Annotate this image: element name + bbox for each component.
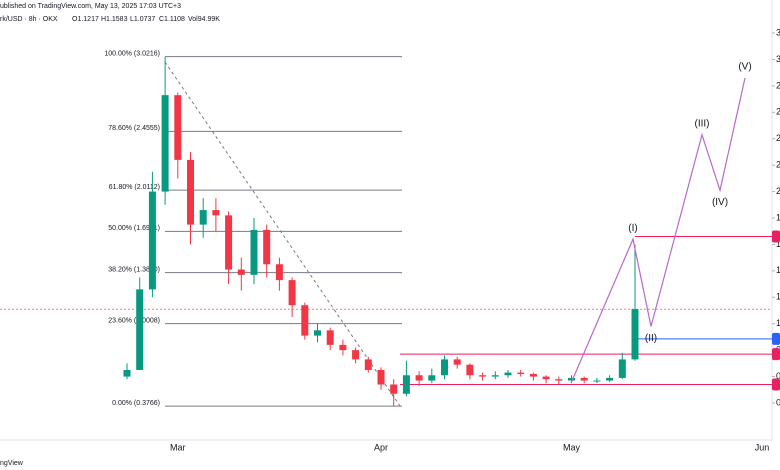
candle-body: [187, 159, 194, 225]
candle-body: [174, 95, 182, 160]
candle-body: [402, 375, 410, 394]
candle-body: [314, 330, 321, 336]
candle-body: [136, 289, 144, 370]
candle-body: [593, 380, 601, 382]
candle-body: [199, 210, 207, 225]
volume: Vol94.99K: [188, 16, 220, 23]
x-tick-label: May: [563, 442, 581, 452]
price-line-tag: [772, 378, 780, 391]
open-value: O1.1217: [72, 16, 99, 23]
candle-body: [568, 377, 575, 381]
candle-body: [225, 215, 233, 270]
y-tick-label: 2: [776, 186, 780, 196]
candle-body: [390, 384, 398, 394]
fib-label: 0.00% (0.3766): [112, 400, 160, 407]
y-tick-label: 1.6: [776, 239, 780, 249]
price-line-tag: [772, 230, 780, 243]
wave-path: [570, 77, 746, 384]
candle-body: [453, 359, 461, 365]
candle-body: [123, 369, 131, 377]
fib-label: 50.00% (1.6991): [108, 225, 160, 232]
y-tick-label: 2.4: [776, 133, 780, 143]
candle-body: [237, 269, 245, 275]
candle-body: [504, 372, 512, 376]
candle-body: [441, 359, 448, 376]
candle-body: [618, 359, 626, 378]
candle-body: [542, 376, 550, 380]
fib-label: 61.80% (2.0112): [109, 184, 160, 191]
y-tick-label: 2.2: [776, 160, 780, 170]
fib-label: 23.60% (1.0008): [108, 317, 160, 324]
wave-label: (IV): [712, 197, 728, 208]
x-tick-label: Jun: [755, 442, 770, 452]
candle-body: [339, 344, 347, 351]
wave-label: (I): [628, 223, 637, 234]
y-tick-label: 1.2: [776, 292, 780, 302]
x-tick-label: Apr: [374, 442, 388, 452]
candle-body: [326, 330, 334, 345]
candle-body: [263, 229, 271, 265]
fib-label: 78.60% (2.4555): [108, 125, 160, 132]
close-value: C1.1108: [159, 16, 185, 23]
y-tick-label: 1.4: [776, 265, 780, 275]
candle-body: [377, 369, 385, 385]
candle-body: [428, 375, 436, 381]
wave-label: (V): [738, 62, 751, 73]
wave-label: (II): [645, 333, 657, 344]
high-value: H1.1583: [101, 16, 128, 23]
footer-logo: ngView: [0, 460, 24, 467]
candle-body: [148, 191, 156, 290]
price-line-tag: [772, 332, 780, 345]
y-tick-label: 3: [776, 54, 780, 64]
candle-body: [212, 210, 220, 216]
y-tick-label: 1.8: [776, 212, 780, 222]
x-tick-label: Mar: [170, 442, 186, 452]
y-tick-label: 0.6: [776, 371, 780, 381]
candle-body: [466, 364, 474, 376]
candle-body: [517, 372, 525, 374]
candle-body: [479, 375, 487, 377]
symbol-row: rk/USD · 8h · OKX O1.1217 H1.1583 L1.073…: [0, 16, 220, 23]
fib-label: 100.00% (3.0216): [104, 50, 160, 57]
candle-body: [555, 379, 563, 381]
candle-body: [580, 377, 588, 381]
symbol: rk/USD · 8h · OKX: [0, 16, 58, 23]
wave-label: (III): [695, 118, 710, 129]
candle-body: [606, 377, 614, 381]
candle-body: [364, 359, 372, 370]
candle-body: [415, 375, 423, 381]
candle-body: [352, 350, 360, 360]
low-value: L1.0737: [130, 16, 155, 23]
candle-body: [529, 373, 537, 377]
y-tick-label: 2.8: [776, 80, 780, 90]
publish-info: ublished on TradingView.com, May 13, 202…: [0, 3, 181, 10]
y-tick-label: 2.6: [776, 107, 780, 117]
candle-body: [301, 305, 309, 336]
candle-body: [288, 280, 296, 306]
price-line-tag: [772, 348, 780, 361]
fib-label: 38.20% (1.3870): [108, 266, 160, 273]
candle-body: [161, 95, 169, 192]
candle-body: [631, 309, 639, 360]
candle-body: [491, 375, 499, 377]
candle-body: [275, 264, 283, 281]
y-tick-label: 1: [776, 318, 780, 328]
y-tick-label: 3.2: [776, 27, 780, 37]
candle-body: [250, 229, 258, 275]
y-tick-label: 0.4: [776, 397, 780, 407]
